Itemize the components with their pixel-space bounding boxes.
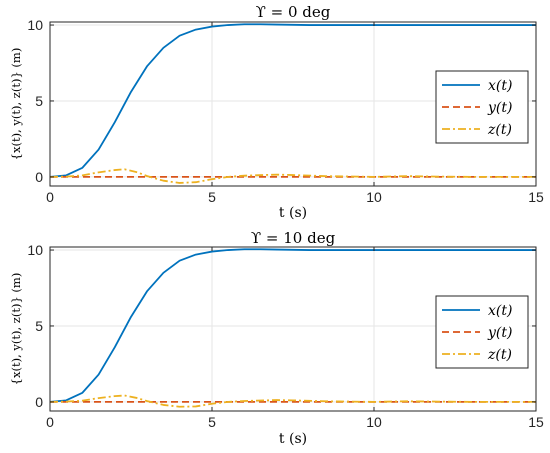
y-axis-label: {x(t), y(t), z(t)} (m) <box>9 273 23 386</box>
chart-title: ϒ = 10 deg <box>251 229 336 247</box>
legend-label: x(t) <box>488 303 512 319</box>
y-tick-label: 10 <box>27 242 43 258</box>
x-tick-label: 15 <box>528 189 544 205</box>
series-line-xt <box>49 23 536 178</box>
x-tick-label: 15 <box>528 414 544 430</box>
y-axis-label: {x(t), y(t), z(t)} (m) <box>9 48 23 161</box>
y-tick-label: 5 <box>35 318 43 334</box>
legend-label: z(t) <box>487 122 512 138</box>
y-tick-label: 0 <box>35 169 43 185</box>
chart-panel-2: 0 5 10 15 0 5 10 ϒ = 10 deg t (s) {x(t), y(t), z(… <box>9 229 544 447</box>
y-tick-label: 10 <box>27 17 43 33</box>
x-tick-label: 5 <box>208 414 216 430</box>
series-line-zt <box>49 168 536 184</box>
x-tick-label: 10 <box>366 189 382 205</box>
x-tick-label: 0 <box>46 414 54 430</box>
legend: x(t) y(t) z(t) <box>435 295 529 369</box>
legend-label: y(t) <box>487 100 512 116</box>
legend-box <box>435 295 529 369</box>
legend: x(t) y(t) z(t) <box>435 70 529 144</box>
chart-title: ϒ = 0 deg <box>256 3 331 21</box>
x-tick-label: 5 <box>208 189 216 205</box>
x-axis-label: t (s) <box>279 431 307 447</box>
legend-label: x(t) <box>488 78 512 94</box>
x-axis-label: t (s) <box>279 205 307 221</box>
y-tick-label: 0 <box>35 394 43 410</box>
legend-label: y(t) <box>487 325 512 341</box>
axes-box <box>49 246 537 412</box>
legend-label: z(t) <box>487 347 512 363</box>
x-tick-label: 0 <box>46 189 54 205</box>
chart-panel-1: 0 5 10 15 0 5 10 ϒ = 0 deg t (s) {x(t), y(t), z(t… <box>9 3 544 221</box>
y-tick-label: 5 <box>35 93 43 109</box>
legend-box <box>435 70 529 144</box>
axes-box <box>49 21 537 187</box>
x-tick-label: 10 <box>366 414 382 430</box>
series-line-zt <box>49 394 536 408</box>
series-line-xt <box>49 248 536 403</box>
